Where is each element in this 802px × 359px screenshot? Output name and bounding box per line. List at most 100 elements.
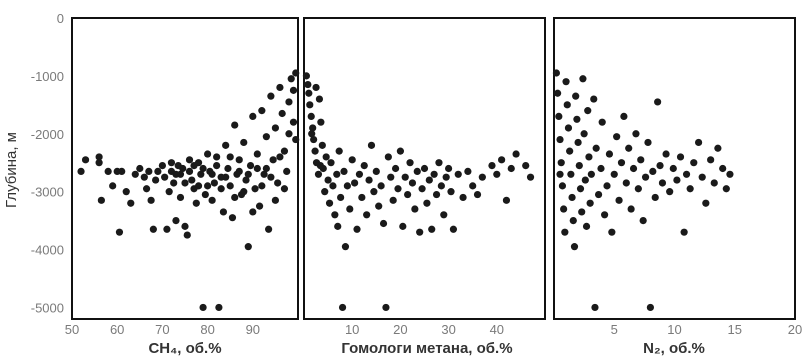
- data-point: [586, 199, 594, 207]
- data-point: [435, 159, 443, 167]
- data-point: [152, 176, 160, 184]
- data-point: [253, 164, 261, 173]
- data-point: [109, 182, 117, 190]
- data-point: [190, 162, 198, 170]
- data-point: [262, 133, 270, 141]
- data-point: [267, 92, 275, 100]
- data-point: [676, 153, 685, 161]
- data-point: [449, 225, 458, 233]
- data-point: [682, 170, 691, 178]
- data-point: [274, 179, 282, 187]
- data-point: [353, 225, 361, 233]
- data-point: [488, 162, 496, 170]
- data-point: [246, 162, 255, 170]
- data-point: [632, 130, 640, 138]
- data-point: [634, 185, 642, 193]
- data-point: [372, 167, 380, 175]
- data-point: [219, 208, 228, 216]
- data-point: [469, 182, 477, 190]
- data-point: [348, 156, 356, 164]
- x-axis-label-ch4: CH₄, об.%: [148, 340, 221, 357]
- data-point: [341, 243, 350, 251]
- data-point: [280, 147, 289, 155]
- data-point: [445, 164, 453, 173]
- data-point: [217, 185, 225, 193]
- data-point: [235, 156, 243, 164]
- data-point: [167, 159, 176, 167]
- data-point: [695, 138, 703, 147]
- data-point: [340, 167, 348, 175]
- data-point: [249, 208, 257, 216]
- data-point: [360, 162, 368, 170]
- data-point: [95, 159, 103, 167]
- data-point: [558, 182, 567, 190]
- data-point: [432, 190, 441, 199]
- data-point: [158, 162, 166, 170]
- data-point: [363, 211, 371, 219]
- data-point: [81, 156, 90, 164]
- data-point: [473, 190, 482, 199]
- data-point: [478, 173, 486, 181]
- data-point: [172, 216, 180, 225]
- data-point: [222, 173, 230, 181]
- data-point: [598, 118, 606, 126]
- data-point: [358, 193, 366, 202]
- data-point: [408, 179, 417, 187]
- points-group: [77, 69, 300, 312]
- x-tick-label: 5: [611, 322, 618, 337]
- data-point: [306, 101, 314, 109]
- data-point: [315, 95, 324, 103]
- data-point: [568, 193, 576, 202]
- data-point: [658, 179, 667, 187]
- data-point: [183, 231, 191, 239]
- data-point: [382, 303, 390, 312]
- data-point: [305, 89, 313, 97]
- data-point: [253, 150, 261, 158]
- data-point: [425, 176, 433, 184]
- data-point: [702, 199, 710, 207]
- data-point: [333, 170, 341, 178]
- data-point: [690, 159, 698, 167]
- data-point: [147, 196, 155, 204]
- data-point: [314, 170, 323, 178]
- data-point: [185, 156, 194, 164]
- data-point: [615, 196, 623, 204]
- data-point: [459, 193, 467, 202]
- data-point: [512, 150, 520, 158]
- data-point: [375, 202, 383, 210]
- x-tick-label: 40: [490, 322, 504, 337]
- data-point: [555, 112, 563, 121]
- x-tick-label: 10: [345, 322, 359, 337]
- data-point: [646, 303, 655, 312]
- y-axis-ticks: 0 -1000 -2000 -3000 -4000 -5000: [31, 11, 64, 315]
- data-point: [387, 173, 395, 181]
- data-point: [698, 173, 706, 181]
- data-point: [163, 225, 171, 233]
- data-point: [258, 182, 266, 190]
- data-point: [260, 170, 268, 178]
- data-point: [104, 167, 112, 175]
- data-point: [324, 176, 332, 184]
- data-point: [423, 199, 431, 207]
- data-point: [161, 173, 169, 181]
- data-point: [210, 179, 218, 187]
- points-group: [552, 69, 734, 312]
- data-point: [136, 164, 144, 173]
- data-point: [142, 185, 151, 193]
- data-point: [605, 150, 614, 158]
- data-point: [584, 107, 592, 115]
- data-point: [404, 190, 412, 199]
- data-point: [346, 205, 354, 213]
- data-point: [304, 80, 312, 89]
- data-point: [231, 193, 239, 202]
- data-point: [620, 112, 628, 121]
- panel-ch4: CH₄, об.% 50 60 70 80 90: [65, 17, 300, 357]
- data-point: [574, 138, 582, 147]
- data-point: [215, 303, 223, 312]
- data-point: [355, 170, 364, 178]
- y-tick-label: -5000: [31, 300, 64, 315]
- data-point: [401, 173, 409, 181]
- data-point: [165, 188, 173, 196]
- data-point: [556, 135, 564, 144]
- data-point: [226, 153, 234, 161]
